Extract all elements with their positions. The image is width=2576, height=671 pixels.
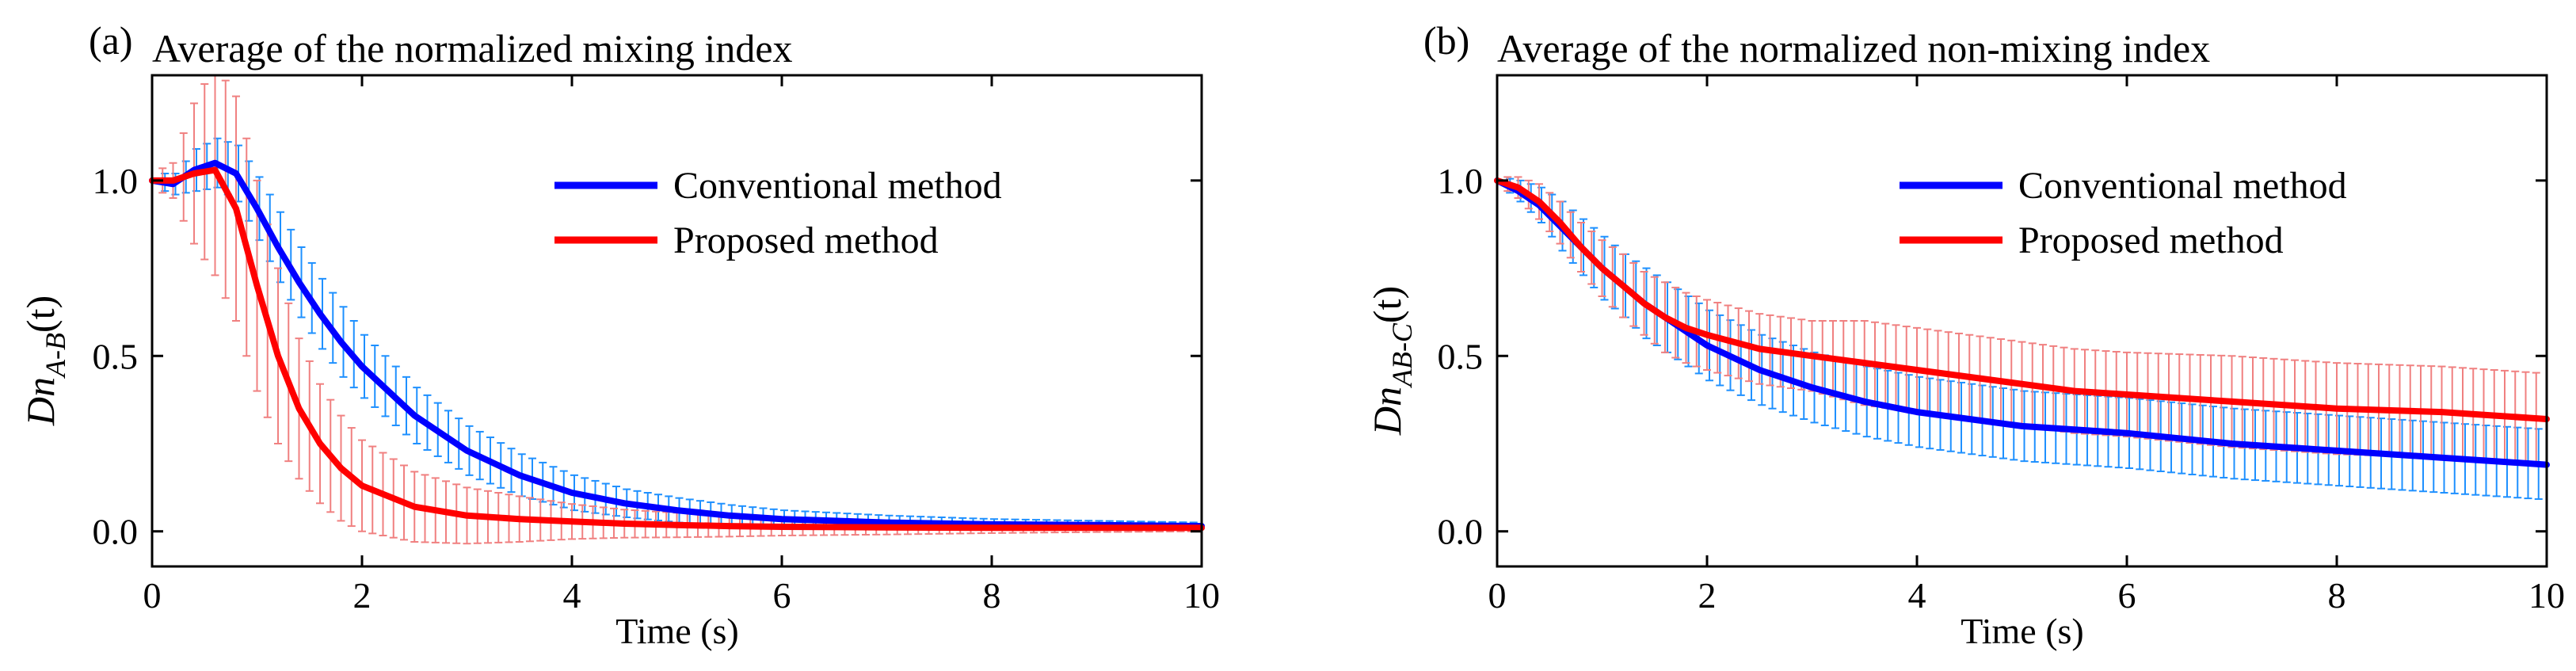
panel-a-ylabel-sub: A-B [40, 333, 71, 379]
panel-b-title: Average of the normalized non-mixing ind… [1497, 26, 2210, 71]
panel-a-xtick-label: 0 [143, 575, 162, 616]
panel-a-tick-labels: 0 2 4 6 8 10 0.0 0.5 1.0 [93, 161, 1221, 616]
panel-a-legend-label-proposed: Proposed method [673, 219, 939, 261]
panel-b-ylabel-arg: (t) [1365, 286, 1409, 323]
panel-b-ytick-label: 1.0 [1438, 161, 1484, 201]
panel-a-ytick-label: 0.5 [93, 336, 139, 376]
panel-b-xlabel: Time (s) [1961, 611, 2084, 651]
panel-a-letter: (a) [89, 18, 133, 63]
panel-b-xtick-label: 8 [2328, 575, 2346, 616]
panel-a-ylabel: DnA-B(t) [18, 295, 71, 426]
panel-a-xtick-label: 8 [983, 575, 1001, 616]
panel-b-xtick-label: 0 [1488, 575, 1507, 616]
panel-a-xtick-label: 10 [1183, 575, 1220, 616]
panel-a-ytick-label: 1.0 [93, 161, 139, 201]
panel-b-ylabel: DnAB-C(t) [1365, 286, 1418, 436]
panel-a-xtick-label: 6 [773, 575, 791, 616]
panel-b-xtick-label: 6 [2118, 575, 2136, 616]
panel-b-ylabel-base: Dn [1365, 387, 1409, 436]
panel-b-xtick-label: 4 [1908, 575, 1926, 616]
panel-a-xtick-label: 4 [563, 575, 581, 616]
panel-b-xtick-label: 10 [2528, 575, 2565, 616]
panel-b-legend-label-conventional: Conventional method [2018, 165, 2347, 207]
panel-b: 0 2 4 6 8 10 0.0 0.5 1.0 (b) Average of the norm… [1365, 18, 2565, 651]
panel-b-ylabel-sub: AB-C [1386, 322, 1418, 388]
panel-a-legend-label-conventional: Conventional method [673, 165, 1002, 207]
panel-a-ylabel-arg: (t) [18, 295, 63, 333]
panel-a-ylabel-base: Dn [18, 377, 63, 426]
panel-b-ytick-label: 0.0 [1438, 512, 1484, 552]
panel-a-ytick-label: 0.0 [93, 512, 139, 552]
panel-a-xtick-label: 2 [353, 575, 372, 616]
panel-a-title: Average of the normalized mixing index [152, 26, 793, 71]
panel-a-plot-frame [152, 75, 1202, 566]
panel-b-ytick-label: 0.5 [1438, 336, 1484, 376]
panel-b-letter: (b) [1423, 18, 1469, 63]
panel-a-ticks [152, 75, 1202, 566]
panel-b-legend-label-proposed: Proposed method [2018, 219, 2284, 261]
panel-b-xtick-label: 2 [1698, 575, 1717, 616]
panel-a-xlabel: Time (s) [615, 611, 739, 651]
panel-a: 0 2 4 6 8 10 0.0 0.5 1.0 (a) Average of the norm… [18, 18, 1220, 651]
